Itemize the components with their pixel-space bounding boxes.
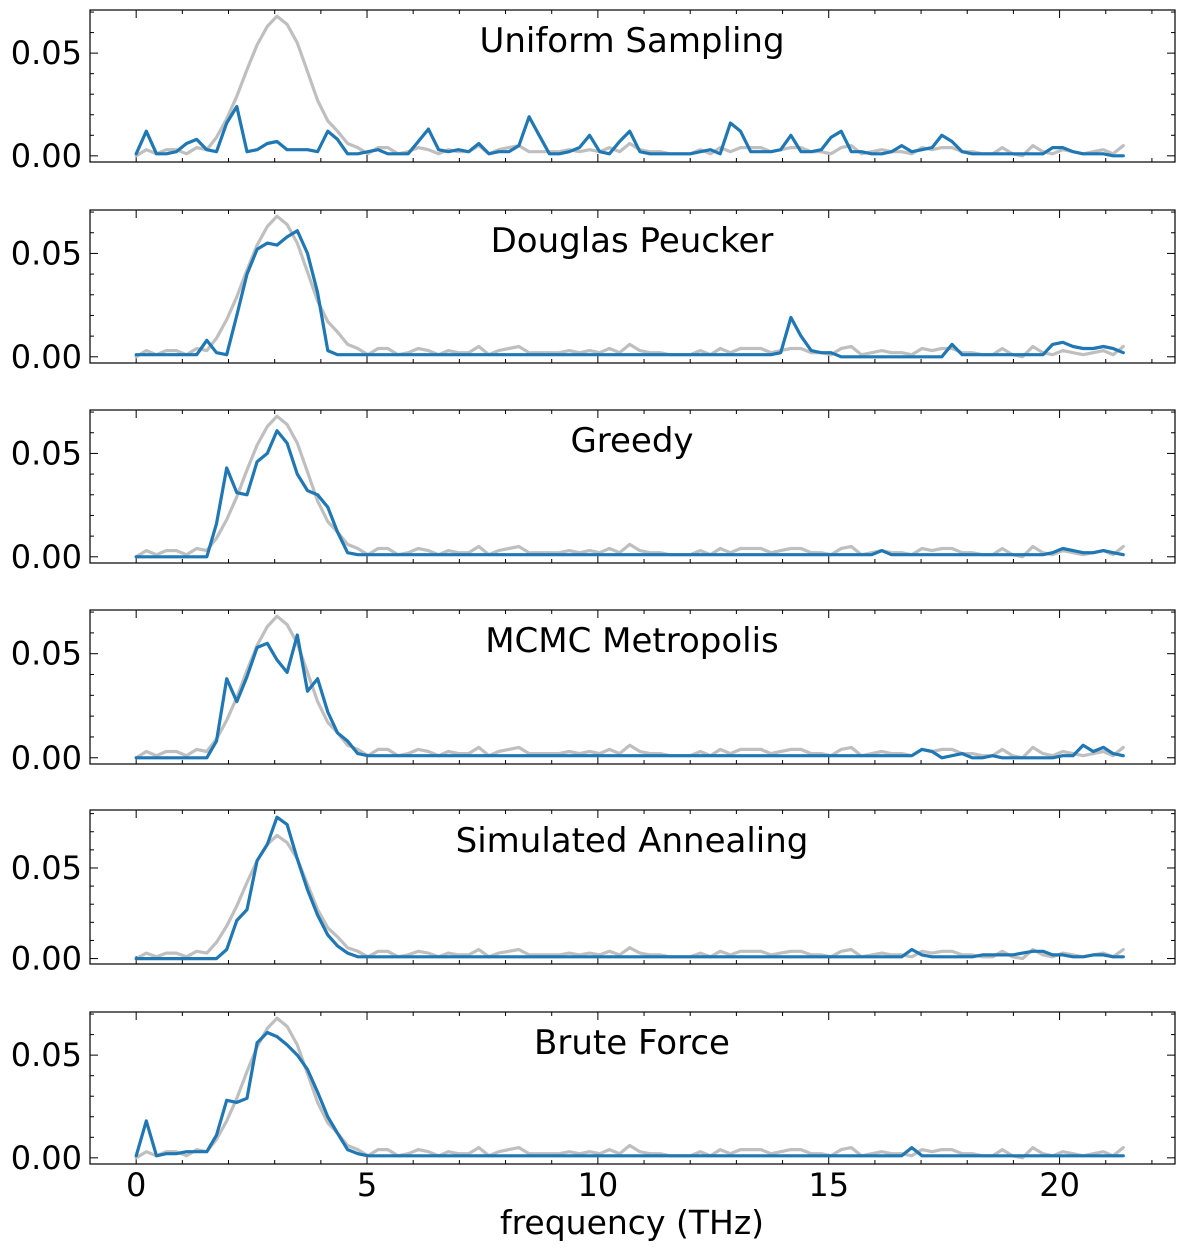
panel-title: Brute Force <box>534 1023 730 1063</box>
panel-title: Simulated Annealing <box>456 821 809 861</box>
panel-2: 0.00 0.05 Douglas Peucker <box>11 209 1176 376</box>
x-tick-label: 15 <box>808 1166 849 1204</box>
panel-title: Douglas Peucker <box>491 221 774 261</box>
panel-frame <box>89 409 1176 564</box>
reference-spectrum-line <box>134 1016 1125 1160</box>
panel-4: 0.00 0.05 MCMC Metropolis <box>11 609 1176 777</box>
y-tick-label: 0.05 <box>11 234 82 272</box>
approximated-spectrum-line <box>134 815 1125 961</box>
y-tick-label: 0.00 <box>11 1139 82 1177</box>
panel-title: MCMC Metropolis <box>485 621 779 661</box>
y-tick-label: 0.05 <box>11 1036 82 1074</box>
approximated-spectrum-line <box>134 1030 1125 1158</box>
y-tick-label: 0.00 <box>11 538 82 576</box>
panel-3: 0.00 0.05 Greedy <box>11 409 1176 576</box>
panel-frame <box>89 809 1176 965</box>
panel-6: 0.00 0.05 Brute Force <box>11 1011 1176 1177</box>
y-tick-label: 0.00 <box>11 940 82 978</box>
x-tick-label: 0 <box>126 1166 146 1204</box>
y-tick-label: 0.00 <box>11 137 82 175</box>
y-tick-label: 0.00 <box>11 739 82 777</box>
panel-5: 0.00 0.05 Simulated Annealing <box>11 809 1176 978</box>
x-tick-label: 5 <box>357 1166 377 1204</box>
y-tick-label: 0.00 <box>11 338 82 376</box>
y-tick-label: 0.05 <box>11 34 82 72</box>
panel-frame <box>89 209 1176 364</box>
approximated-spectrum-line <box>134 633 1125 760</box>
panel-title: Uniform Sampling <box>479 21 784 61</box>
x-tick-label: 10 <box>578 1166 619 1204</box>
panel-title: Greedy <box>570 421 693 461</box>
panel-1: 0.00 0.05 Uniform Sampling <box>11 9 1176 175</box>
approximated-spectrum-line <box>134 429 1125 559</box>
approximated-spectrum-line <box>134 229 1125 359</box>
panel-frame <box>89 9 1176 163</box>
x-axis-label: frequency (THz) <box>500 1203 764 1242</box>
panel-frame <box>89 1011 1176 1165</box>
y-tick-label: 0.05 <box>11 635 82 673</box>
approximated-spectrum-line <box>134 104 1125 158</box>
panel-frame <box>89 609 1176 765</box>
x-tick-label: 20 <box>1039 1166 1080 1204</box>
y-tick-label: 0.05 <box>11 434 82 472</box>
reference-spectrum-line <box>134 414 1125 559</box>
y-tick-label: 0.05 <box>11 849 82 887</box>
